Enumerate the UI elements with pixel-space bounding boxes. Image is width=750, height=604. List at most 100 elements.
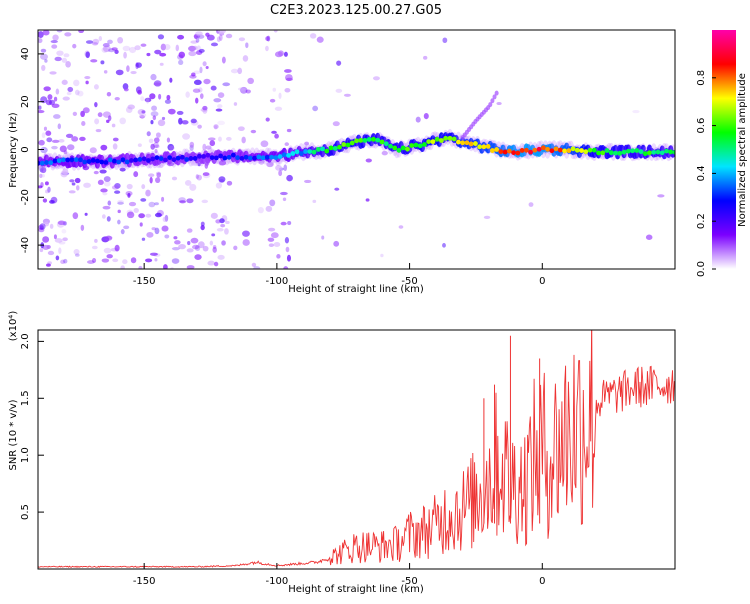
spectrogram-noise-blob [260,140,269,148]
spectrogram-ridge-core [277,154,283,159]
spectrogram-noise-blob [52,34,59,41]
spectrogram-noise-blob [202,107,208,114]
spectrogram-noise-blob [60,259,66,265]
spectrogram-noise-blob [43,126,48,131]
spectrogram-noise-blob [150,73,157,81]
spectrogram-noise-blob [126,183,133,190]
spectrogram-noise-blob [44,181,49,186]
spectrogram-noise-blob [61,79,68,85]
spectrogram-noise-blob [247,77,255,85]
spectrogram-noise-blob [283,164,288,172]
spectrogram-noise-blob [78,30,85,34]
spectrogram-ridge-core [86,159,92,164]
spectrogram-noise-blob [149,93,156,100]
spectrogram-noise-blob [119,117,127,125]
spectrogram-noise-blob [56,50,64,56]
spectrogram-noise-blob [201,199,209,204]
spectrogram-noise-blob [273,242,281,247]
spectrogram-noise-blob [178,243,186,250]
spectrogram-noise-blob [120,265,125,269]
spectrogram-noise-blob [92,38,100,45]
spectrogram-noise-blob [114,49,119,54]
spectrogram-noise-blob [126,211,135,219]
spectrogram-ridge-core [65,157,71,163]
spectrogram-noise-blob [74,89,80,96]
spectrogram-noise-blob [63,258,68,264]
spectrogram-noise-blob [154,49,162,55]
spectrogram-noise-blob [188,45,196,52]
spectrogram-noise-blob [100,60,105,65]
colorbar-tick-label: 0.4 [696,165,707,181]
spectrogram-noise-blob [100,144,108,151]
spectrogram-ridge-core [124,159,130,165]
spectrogram-ridge-core [396,147,402,153]
spectrogram-noise-blob [63,53,70,58]
spectrogram-ridge-core [247,155,253,161]
spectrogram-ridge-core [494,147,500,152]
spectrogram-noise-blob [303,142,308,147]
spectrogram-noise-blob [106,254,113,259]
spectrogram-noise-blob [155,177,161,184]
spectrogram-noise-blob [73,249,80,255]
spectrogram-noise-blob [202,172,210,177]
spectrogram-noise-blob [186,265,195,269]
spectrogram-noise-blob [278,170,283,177]
spectrogram-noise-blob [62,96,70,101]
spectrogram-noise-blob [207,137,216,141]
spectrogram-noise-blob [91,245,98,250]
spectrogram-ridge-core [38,160,41,166]
spectrogram-noise-blob [226,180,233,186]
spectrogram-y-label: Frequency (Hz) [8,112,19,188]
spectrogram-noise-blob [164,214,169,222]
spectrogram-noise-blob [321,235,325,240]
spectrogram-noise-blob [154,148,158,154]
spectrogram-ridge-core [379,139,385,145]
spectrogram-ridge-core [78,157,83,163]
spectrogram-noise-blob [182,133,191,140]
spectrogram-ridge-core [311,149,317,155]
spectrogram-noise-blob [135,62,142,68]
spectrogram-noise-blob [49,200,55,204]
spectrogram-noise-blob [280,221,287,226]
spectrogram-noise-blob [257,206,264,214]
spectrogram-noise-blob [496,101,502,106]
spectrogram-ridge-core [536,146,542,152]
spectrogram-noise-blob [285,77,294,81]
spectrogram-noise-blob [272,87,277,92]
spectrogram-ridge-core [655,149,661,155]
spectrogram-ridge-core [332,146,338,151]
spectrogram-noise-blob [154,202,159,206]
spectrogram-noise-blob [54,56,62,62]
spectrogram-ridge-core [409,143,415,148]
spectrogram-noise-blob [284,69,292,73]
spectrogram-ridge-core [405,146,410,152]
spectrogram-noise-blob [166,94,171,101]
spectrogram-ridge-core [447,135,453,141]
spectrogram-noise-blob [46,137,53,143]
spectrogram-ridge-core [621,149,627,155]
spectrogram-noise-blob [102,111,111,118]
spectrogram-noise-blob [40,48,47,53]
snr-x-ticks: -150 -100 -50 0 [133,563,545,587]
spectrogram-ridge-core [443,135,449,141]
spectrogram-ridge-core [596,150,601,156]
spectrogram-ridge-core [422,142,427,147]
spectrogram-noise-blob [42,30,50,36]
spectrogram-noise-blob [159,52,167,57]
spectrogram-noise-blob [280,191,288,196]
spectrogram-y-tick-label: -40 [20,237,31,253]
spectrogram-noise-blob [316,36,324,43]
spectrogram-noise-blob [209,240,214,246]
spectrogram-heatmap [38,30,675,269]
spectrogram-noise-blob [138,265,143,269]
spectrogram-ridge-core [298,151,304,156]
snr-y-label: SNR (10 * v/v) [8,399,19,470]
spectrogram-noise-blob [45,130,52,136]
spectrogram-ridge-core [341,142,347,147]
spectrogram-ridge-core [392,145,398,151]
spectrogram-noise-blob [49,223,54,229]
spectrogram-noise-blob [195,38,200,43]
spectrogram-ridge-core [90,158,96,163]
spectrogram-noise-blob [278,50,284,57]
spectrogram-noise-blob [283,51,288,57]
